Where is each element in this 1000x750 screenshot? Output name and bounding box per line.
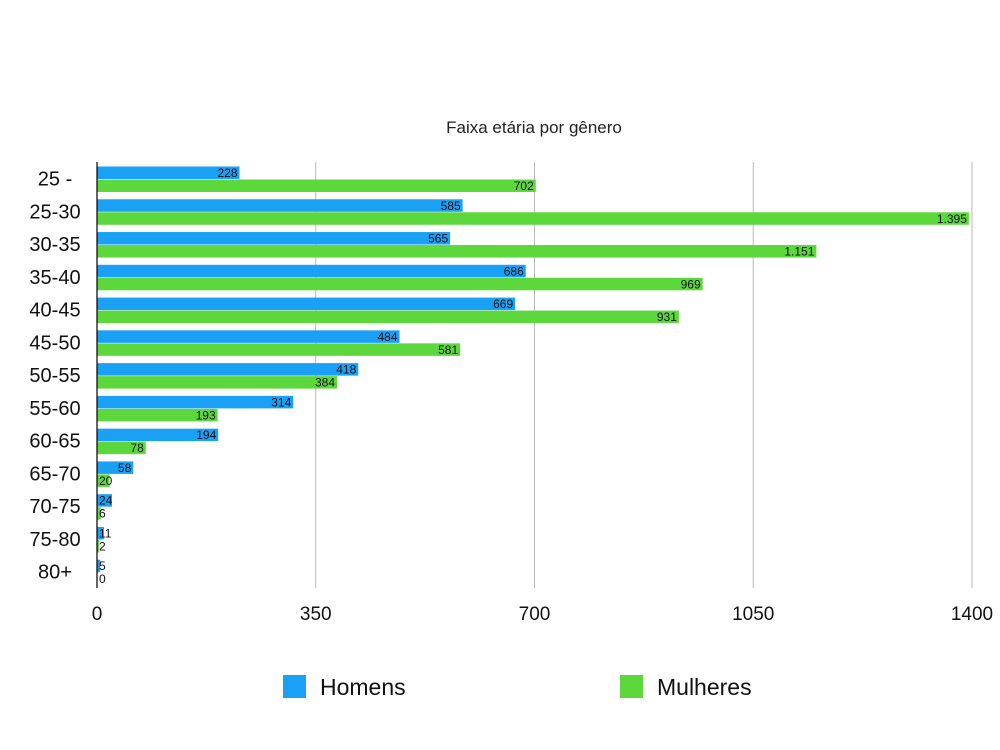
data-label: 194: [196, 428, 216, 442]
data-label: 20: [99, 474, 113, 488]
x-tick-label: 0: [92, 604, 103, 625]
category-label: 25-30: [29, 201, 80, 223]
category-label: 45-50: [29, 332, 80, 354]
bar-mulheres-10: [97, 507, 101, 520]
category-label: 50-55: [29, 365, 80, 387]
data-label: 581: [438, 343, 458, 357]
data-label: 1.151: [784, 245, 814, 259]
data-label: 314: [271, 395, 291, 409]
bar-homens-10: [97, 494, 112, 507]
category-label: 35-40: [29, 267, 80, 289]
data-label: 78: [130, 441, 144, 455]
bar-homens-9: [97, 461, 134, 474]
category-label: 80+: [38, 562, 72, 584]
category-label: 70-75: [29, 496, 80, 518]
grid-lines: [315, 162, 973, 588]
legend-label-mulheres: Mulheres: [657, 674, 752, 700]
bar-homens-4: [97, 297, 516, 311]
bar-mulheres-2: [97, 245, 817, 258]
bar-mulheres-8: [97, 441, 146, 455]
data-label: 5: [99, 559, 106, 573]
category-label: 25 -: [38, 169, 72, 191]
data-label: 193: [196, 408, 216, 422]
data-label: 228: [217, 166, 237, 180]
data-label: 565: [428, 232, 448, 246]
x-axis-tick-labels: 0 350 700 1050 1400: [92, 604, 993, 625]
bar-homens-11: [97, 526, 104, 540]
bar-mulheres-3: [97, 277, 703, 291]
bar-mulheres-11: [97, 539, 99, 553]
legend-swatch-homens: [283, 675, 306, 698]
x-tick-label: 1400: [951, 604, 993, 625]
legend-swatch-mulheres: [620, 675, 643, 698]
bar-homens-3: [97, 264, 526, 278]
bar-homens-6: [97, 363, 359, 376]
bar-homens-7: [97, 395, 294, 409]
data-label: 686: [504, 264, 524, 278]
data-label: 1.395: [937, 212, 967, 226]
bar-mulheres-7: [97, 408, 218, 422]
bar-homens-1: [97, 199, 463, 212]
bar-homens-2: [97, 232, 451, 245]
category-label: 75-80: [29, 529, 80, 551]
data-label: 384: [315, 376, 335, 390]
bar-mulheres-1: [97, 212, 969, 225]
bar-mulheres-6: [97, 376, 337, 389]
x-tick-label: 1050: [732, 604, 774, 625]
data-label: 58: [118, 461, 132, 475]
legend: Homens Mulheres: [283, 674, 752, 700]
bar-mulheres-0: [97, 179, 536, 192]
category-label: 40-45: [29, 300, 80, 322]
data-label: 24: [99, 494, 113, 508]
data-label: 585: [441, 199, 461, 213]
bar-mulheres-9: [97, 474, 110, 487]
bar-homens-5: [97, 330, 400, 343]
data-label: 484: [377, 330, 397, 344]
chart-title: Faixa etária por gênero: [446, 118, 622, 137]
data-label: 2: [99, 539, 106, 553]
bars: 2287025851.3955651.151686969669931484581…: [97, 166, 969, 586]
category-label: 55-60: [29, 398, 80, 420]
data-label: 702: [514, 179, 534, 193]
bar-mulheres-4: [97, 310, 679, 324]
data-label: 931: [657, 310, 677, 324]
bar-homens-12: [97, 559, 101, 573]
data-label: 11: [99, 526, 112, 540]
x-tick-label: 350: [300, 604, 332, 625]
data-label: 418: [336, 363, 356, 377]
category-label: 60-65: [29, 431, 80, 453]
data-label: 6: [99, 507, 106, 521]
bar-homens-8: [97, 428, 219, 442]
data-label: 669: [493, 297, 513, 311]
category-labels: 25 - 25-30 30-35 35-40 40-45 45-50 50-55 55-60 6…: [29, 169, 80, 584]
data-label: 0: [99, 572, 106, 586]
bar-homens-0: [97, 166, 240, 179]
x-tick-label: 700: [519, 604, 551, 625]
legend-label-homens: Homens: [320, 674, 406, 700]
data-label: 969: [681, 277, 701, 291]
category-label: 65-70: [29, 463, 80, 485]
bar-mulheres-5: [97, 343, 461, 356]
category-label: 30-35: [29, 234, 80, 256]
